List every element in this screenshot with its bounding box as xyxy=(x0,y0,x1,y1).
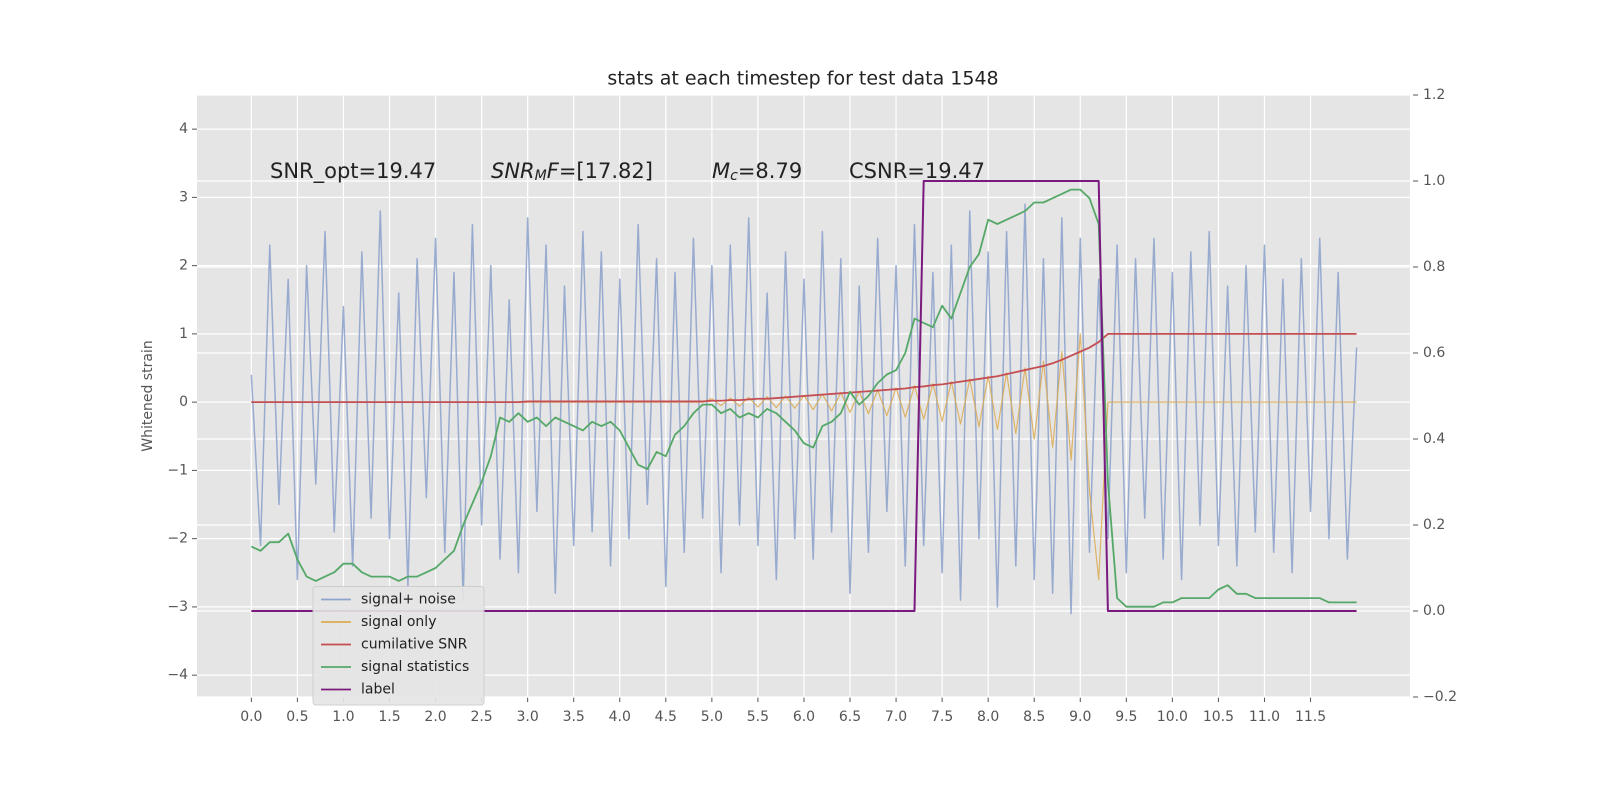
x-tick-label: 2.5 xyxy=(470,709,492,725)
y-tick-label: −2 xyxy=(167,531,188,547)
annotation-part: M xyxy=(535,168,547,184)
y2-tick-label: 0.6 xyxy=(1423,345,1445,361)
chart-title: stats at each timestep for test data 154… xyxy=(607,68,998,90)
annotation-part: CSNR=19.47 xyxy=(849,159,985,183)
legend-label: signal only xyxy=(361,614,436,630)
y2-tick-label: 1.0 xyxy=(1423,173,1445,189)
x-tick-label: 0.5 xyxy=(286,709,308,725)
legend-label: cumilative SNR xyxy=(361,637,468,653)
annotation-part: =[17.82] xyxy=(559,159,653,183)
x-tick-label: 6.0 xyxy=(793,709,815,725)
y-tick-label: −3 xyxy=(167,599,188,615)
annotation-part: =8.79 xyxy=(738,159,802,183)
annotation: SNRMF=[17.82] xyxy=(491,159,653,184)
x-tick-label: 4.0 xyxy=(609,709,631,725)
x-tick-label: 2.0 xyxy=(424,709,446,725)
annotation-part: c xyxy=(730,168,738,184)
annotation: CSNR=19.47 xyxy=(849,159,985,183)
annotation: Mc=8.79 xyxy=(712,159,802,184)
annotation-part: F xyxy=(547,159,560,183)
y-tick-label: 1 xyxy=(179,326,188,342)
x-tick-label: 10.0 xyxy=(1157,709,1188,725)
x-tick-label: 8.5 xyxy=(1023,709,1045,725)
y-axis-label: Whitened strain xyxy=(140,340,156,451)
annotation-part: SNR xyxy=(491,159,535,183)
series-line xyxy=(250,203,1358,615)
x-tick-label: 11.0 xyxy=(1249,709,1280,725)
y-tick-label: 2 xyxy=(179,258,188,274)
series-line xyxy=(251,332,1357,404)
x-tick-label: 0.0 xyxy=(240,709,262,725)
y-tick-label: −4 xyxy=(167,667,188,683)
x-tick-label: 5.0 xyxy=(701,709,723,725)
legend-label: signal statistics xyxy=(361,659,469,675)
y-tick-label: 0 xyxy=(179,394,188,410)
y2-tick-label: 0.4 xyxy=(1423,431,1445,447)
series-line xyxy=(250,188,1357,608)
annotation-part: M xyxy=(712,159,730,183)
y2-tick-label: 0.0 xyxy=(1423,603,1445,619)
x-tick-label: 10.5 xyxy=(1203,709,1234,725)
x-tick-label: 7.5 xyxy=(931,709,953,725)
legend-label: label xyxy=(361,682,395,698)
annotation-part: SNR_opt=19.47 xyxy=(270,159,436,184)
x-tick-label: 11.5 xyxy=(1295,709,1326,725)
legend-box xyxy=(312,586,485,706)
y2-tick-label: 0.8 xyxy=(1423,259,1445,275)
x-tick-label: 3.0 xyxy=(517,709,539,725)
x-tick-label: 8.0 xyxy=(977,709,999,725)
x-tick-label: 5.5 xyxy=(747,709,769,725)
y-tick-label: −1 xyxy=(167,462,188,478)
x-tick-label: 9.5 xyxy=(1115,709,1137,725)
y2-tick-label: −0.2 xyxy=(1423,689,1457,705)
y-tick-label: 3 xyxy=(179,189,188,205)
y2-tick-label: 0.2 xyxy=(1423,517,1445,533)
x-tick-label: 7.0 xyxy=(885,709,907,725)
x-tick-label: 1.5 xyxy=(378,709,400,725)
x-tick-label: 6.5 xyxy=(839,709,861,725)
annotation: SNR_opt=19.47 xyxy=(270,159,436,184)
x-tick-label: 4.5 xyxy=(655,709,677,725)
y-tick-label: 4 xyxy=(179,121,188,137)
y2-tick-label: 1.2 xyxy=(1423,87,1445,103)
legend-label: signal+ noise xyxy=(361,592,456,608)
x-tick-label: 9.0 xyxy=(1069,709,1091,725)
x-tick-label: 1.0 xyxy=(332,709,354,725)
x-tick-label: 3.5 xyxy=(563,709,585,725)
